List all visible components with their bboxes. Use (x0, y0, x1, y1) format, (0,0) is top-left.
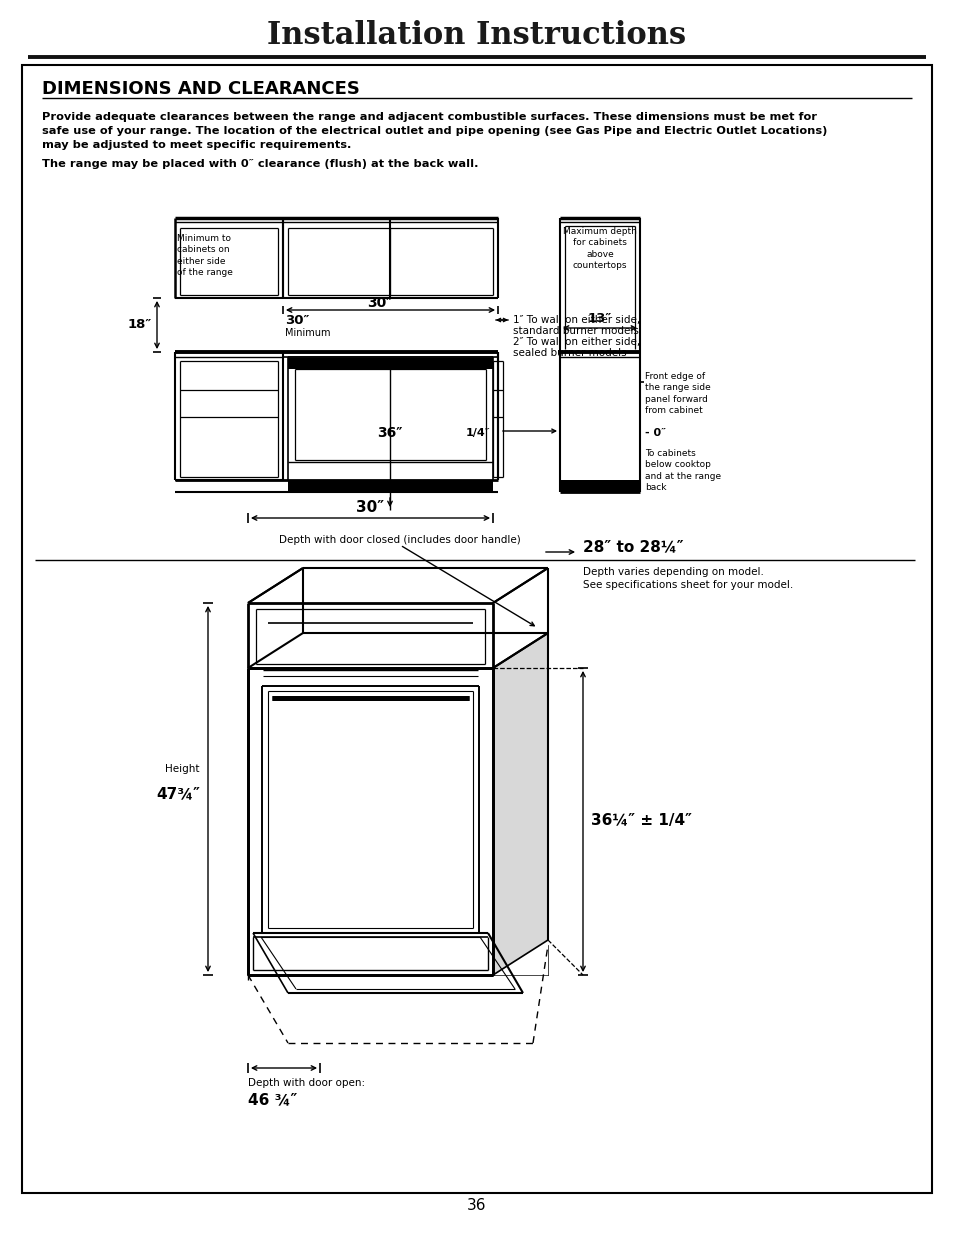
Text: Minimum: Minimum (285, 329, 330, 338)
Bar (288, 358, 493, 369)
Text: standard burner models: standard burner models (513, 326, 639, 336)
Text: Depth with door closed (includes door handle): Depth with door closed (includes door ha… (279, 535, 520, 545)
Text: Installation Instructions: Installation Instructions (267, 21, 686, 52)
Text: 30″: 30″ (355, 500, 384, 515)
Text: 47¾″: 47¾″ (156, 787, 200, 802)
Bar (559, 480, 639, 492)
Text: 36″: 36″ (376, 426, 402, 440)
Text: - 0″: - 0″ (644, 429, 665, 438)
Polygon shape (248, 568, 547, 603)
Polygon shape (248, 634, 547, 668)
Text: Depth varies depending on model.
See specifications sheet for your model.: Depth varies depending on model. See spe… (582, 567, 792, 590)
Text: 1″ To wall on either side,: 1″ To wall on either side, (513, 315, 639, 325)
Text: 28″ to 28¼″: 28″ to 28¼″ (582, 540, 683, 555)
Text: 30″: 30″ (367, 296, 393, 310)
Text: 30″: 30″ (285, 314, 309, 327)
Polygon shape (248, 668, 493, 974)
Text: may be adjusted to meet specific requirements.: may be adjusted to meet specific require… (42, 140, 351, 149)
Text: safe use of your range. The location of the electrical outlet and pipe opening (: safe use of your range. The location of … (42, 126, 826, 136)
Bar (288, 480, 493, 492)
Polygon shape (493, 634, 547, 974)
Text: Depth with door open:: Depth with door open: (248, 1078, 365, 1088)
Text: 36¼″ ± 1/4″: 36¼″ ± 1/4″ (590, 814, 691, 829)
Text: Minimum to
cabinets on
either side
of the range: Minimum to cabinets on either side of th… (177, 233, 233, 278)
Text: To cabinets
below cooktop
and at the range
back: To cabinets below cooktop and at the ran… (644, 450, 720, 493)
Text: 46 ¾″: 46 ¾″ (248, 1092, 297, 1107)
Text: Height: Height (165, 764, 200, 774)
Text: Front edge of
the range side
panel forward
from cabinet: Front edge of the range side panel forwa… (644, 372, 710, 415)
Text: Provide adequate clearances between the range and adjacent combustible surfaces.: Provide adequate clearances between the … (42, 112, 816, 122)
Text: The range may be placed with 0″ clearance (flush) at the back wall.: The range may be placed with 0″ clearanc… (42, 159, 478, 169)
Text: DIMENSIONS AND CLEARANCES: DIMENSIONS AND CLEARANCES (42, 80, 359, 98)
Text: 13″: 13″ (587, 312, 612, 325)
Text: Maximum depth
for cabinets
above
countertops: Maximum depth for cabinets above counter… (562, 227, 637, 270)
Text: 18″: 18″ (128, 319, 152, 331)
Text: 36: 36 (467, 1198, 486, 1213)
Text: sealed burner models: sealed burner models (513, 348, 626, 358)
Text: 1/4″: 1/4″ (465, 429, 490, 438)
Text: 2″ To wall on either side,: 2″ To wall on either side, (513, 337, 639, 347)
